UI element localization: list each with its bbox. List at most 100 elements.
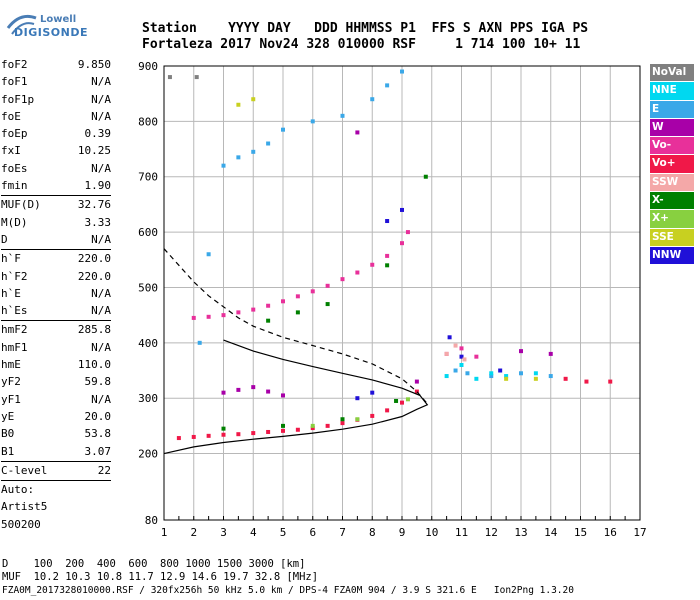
param-value: 0.39 [84, 127, 112, 141]
echo-point [459, 362, 464, 367]
echo-point [400, 207, 404, 212]
param-label: hmF1 [1, 340, 28, 354]
param-row: h`Es N/A [1, 302, 111, 319]
echo-point [489, 371, 494, 376]
echo-point [340, 421, 345, 426]
param-value: N/A [91, 304, 111, 318]
param-row: yF2 59.8 [1, 373, 111, 390]
param-label: h`Es [1, 304, 28, 318]
echo-point [563, 376, 568, 381]
echo-point [465, 371, 470, 376]
echo-point [221, 432, 226, 437]
echo-point [236, 432, 241, 437]
curve-layer [163, 248, 429, 455]
echo-point [340, 277, 345, 282]
echo-point [251, 385, 256, 390]
x-tick-label: 9 [399, 526, 406, 539]
echo-point [266, 389, 271, 394]
param-label: C-level [1, 463, 48, 477]
param-label: B1 [1, 444, 15, 458]
legend-item: NNE [650, 82, 694, 100]
polarization-legend: NoVal NNE E W Vo- Vo+ SSW X- X+ SSE NNW [650, 64, 694, 265]
legend-item: E [650, 100, 694, 118]
echo-point [533, 371, 538, 376]
echo-point [266, 318, 271, 323]
echo-point [548, 351, 553, 356]
param-label: yF1 [1, 392, 21, 406]
param-label: foF2 [1, 58, 28, 71]
x-tick-label: 4 [250, 526, 257, 539]
echo-point [453, 343, 458, 348]
echo-point [405, 397, 410, 402]
x-tick-label: 6 [309, 526, 316, 539]
echo-point [310, 426, 315, 431]
param-value: 285.8 [77, 323, 111, 337]
legend-item: Vo+ [650, 155, 694, 173]
param-label: yE [1, 409, 15, 423]
param-label: Artist5 [1, 500, 48, 514]
points-layer [167, 69, 613, 441]
x-tick-label: 5 [280, 526, 287, 539]
param-row: hmE 110.0 [1, 356, 111, 373]
y-tick-label: 700 [138, 171, 158, 184]
echo-point [206, 252, 211, 257]
param-label: foE [1, 109, 21, 123]
echo-point [489, 374, 494, 379]
legend-item: X+ [650, 210, 694, 228]
echo-point [310, 289, 315, 294]
param-label: Auto: [1, 483, 35, 497]
param-label: D [1, 232, 8, 246]
param-value: N/A [91, 232, 111, 246]
grid-layer [163, 65, 641, 521]
param-row: foEs N/A [1, 160, 111, 177]
echo-point [504, 376, 509, 381]
param-row: B1 3.07 [1, 443, 111, 460]
x-tick-label: 15 [574, 526, 587, 539]
param-value: 3.07 [84, 444, 112, 458]
param-row: h`E N/A [1, 285, 111, 302]
echo-point [400, 241, 404, 246]
param-label: 500200 [1, 517, 41, 531]
echo-point [355, 130, 360, 135]
echo-point [221, 163, 226, 168]
y-tick-label: 800 [138, 115, 158, 128]
y-tick-label: 300 [138, 392, 158, 405]
echo-point [221, 426, 226, 431]
param-value: 1.90 [84, 179, 112, 193]
echo-point [191, 434, 196, 439]
legend-item: SSE [650, 228, 694, 246]
param-value: 53.8 [84, 427, 112, 441]
echo-point [385, 83, 390, 88]
echo-point [325, 283, 330, 288]
y-tick-label: 600 [138, 226, 158, 239]
x-tick-label: 13 [514, 526, 527, 539]
echo-point [281, 423, 285, 428]
echo-point [236, 102, 241, 107]
param-value: N/A [91, 75, 111, 89]
param-separator [1, 249, 111, 251]
echo-point [281, 299, 285, 304]
echo-point [459, 354, 464, 359]
echo-point [385, 408, 390, 413]
param-value: N/A [91, 92, 111, 106]
echo-point [385, 219, 390, 224]
param-row: yE 20.0 [1, 408, 111, 425]
x-tick-label: 7 [339, 526, 346, 539]
echo-point [251, 307, 256, 312]
param-value: 20.0 [84, 409, 112, 423]
echo-point [295, 294, 300, 299]
param-row: foE N/A [1, 108, 111, 125]
axis-layer: 1 2 3 4 5 6 7 8 9 10 11 12 13 14 15 16 17802003004005006… [138, 60, 647, 539]
echo-point [340, 417, 345, 422]
echo-point [447, 335, 452, 340]
echo-point [370, 413, 375, 418]
param-row: 500200 [1, 516, 111, 533]
x-tick-label: 8 [369, 526, 376, 539]
echo-point [423, 174, 428, 179]
echo-point [405, 230, 410, 235]
param-row: fxI 10.25 [1, 142, 111, 159]
distance-row: D 100 200 400 600 800 1000 1500 3000 [km… [2, 558, 306, 570]
echo-point [221, 390, 226, 395]
echo-point [453, 368, 458, 373]
echo-point [295, 310, 300, 315]
